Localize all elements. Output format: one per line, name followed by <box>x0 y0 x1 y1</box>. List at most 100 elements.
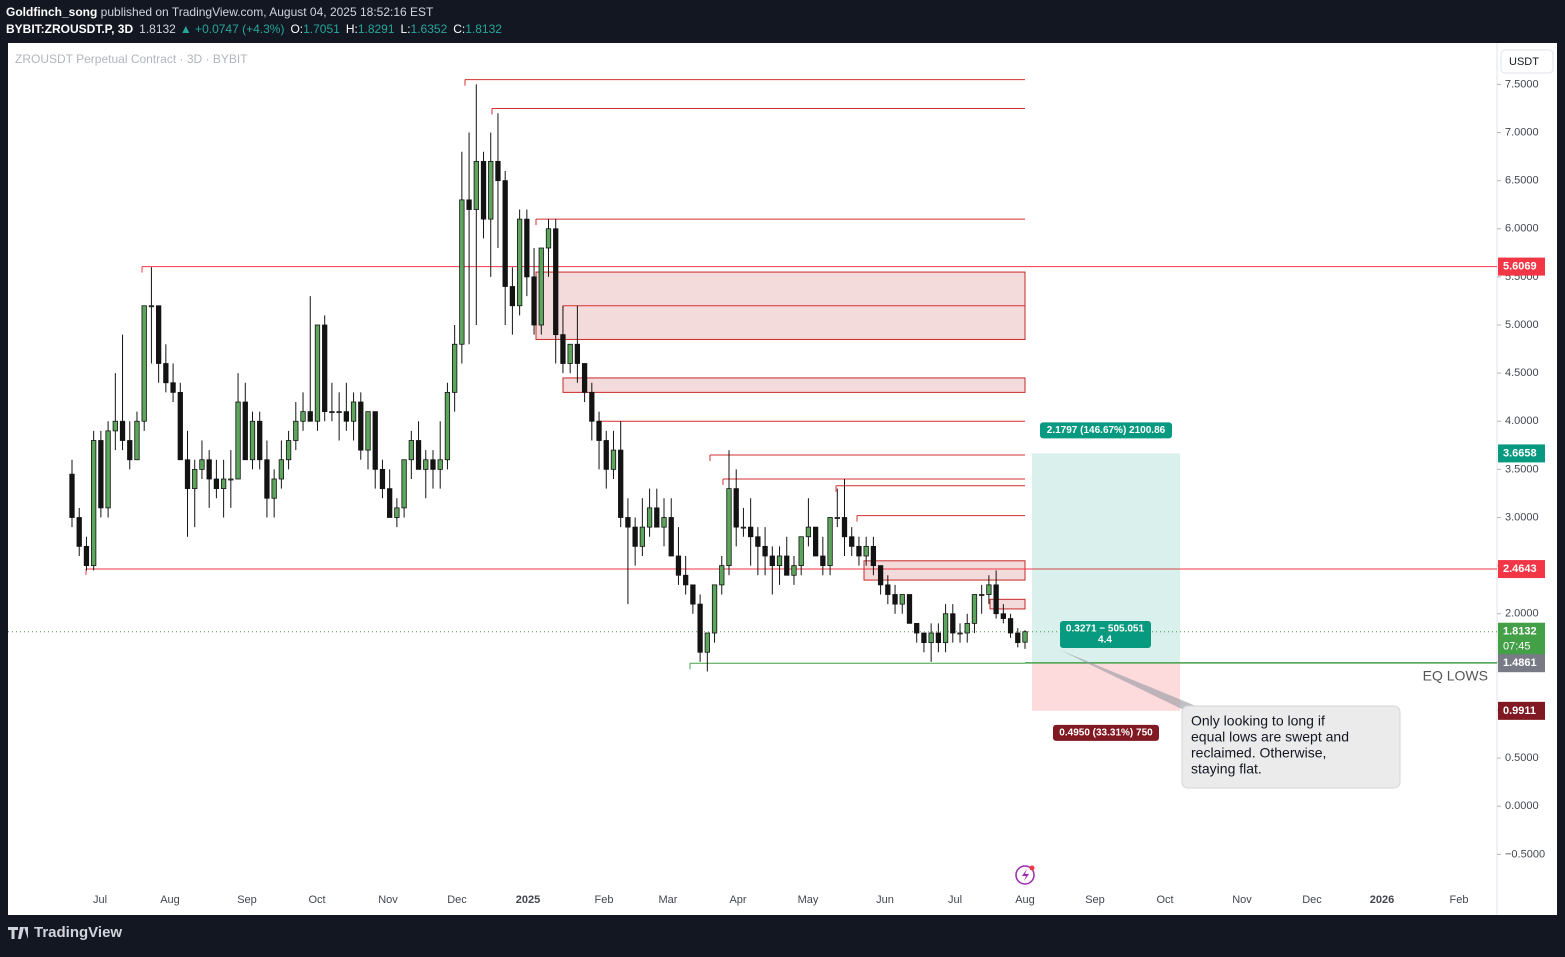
candle-body <box>798 536 804 567</box>
candle-body <box>495 160 501 182</box>
candle-body <box>805 526 812 538</box>
candle-body <box>748 526 754 538</box>
candle-body <box>199 459 205 470</box>
candle-body <box>610 449 617 470</box>
currency: USDT <box>1509 56 1539 68</box>
candle-body <box>942 613 949 644</box>
candle-body <box>733 488 739 528</box>
candle-body <box>877 565 884 586</box>
candle-body <box>935 632 942 644</box>
x-tick-label: Feb <box>595 894 614 906</box>
candle-body <box>134 420 140 461</box>
candle-body <box>1000 613 1006 619</box>
candle-body <box>618 449 624 518</box>
candle-body <box>740 526 747 529</box>
candle-body <box>437 459 443 470</box>
candle-body <box>415 440 422 470</box>
candle-body <box>545 228 552 249</box>
y-tick-label: 6.0000 <box>1505 223 1539 235</box>
candle-body <box>285 440 292 461</box>
candle-body <box>105 430 111 509</box>
ohlc-value: 1.8132 <box>465 22 502 36</box>
price-label: 5.6069 <box>1503 260 1537 272</box>
candle-body <box>141 305 147 422</box>
candle-body <box>112 420 118 432</box>
x-tick-label: Nov <box>1232 894 1252 906</box>
candle-body <box>365 411 371 451</box>
note-pointer <box>1060 650 1196 714</box>
price-label-bg <box>1498 560 1545 579</box>
note-line: Only looking to long if <box>1191 713 1325 729</box>
ohlc-value: 1.8291 <box>358 22 395 36</box>
candle-body <box>336 411 342 414</box>
candle-body <box>892 594 898 605</box>
x-tick-label: Apr <box>729 894 746 906</box>
x-tick-label: Feb <box>1450 894 1469 906</box>
candle-body <box>192 468 198 490</box>
candle-body <box>278 459 285 480</box>
candle-body <box>177 391 183 461</box>
note-line: equal lows are swept and <box>1191 729 1349 745</box>
candle-body <box>769 555 775 567</box>
candle-body <box>697 603 703 653</box>
candle-body <box>820 555 826 567</box>
candle-body <box>625 517 631 528</box>
candle-body <box>762 545 768 557</box>
entry-label: 0.3271 − 505.051 <box>1066 624 1145 635</box>
candle-body <box>119 420 126 441</box>
candle-body <box>899 594 905 605</box>
candle-body <box>928 632 934 644</box>
price-label: 1.8132 <box>1503 626 1537 638</box>
candle-body <box>488 160 494 220</box>
x-tick-label: 2025 <box>516 894 540 906</box>
candle-body <box>906 594 913 624</box>
candle-body <box>293 420 299 441</box>
candle-body <box>516 218 523 307</box>
x-tick-label: Dec <box>1302 894 1322 906</box>
note-line: reclaimed. Otherwise, <box>1191 745 1326 761</box>
candle-body <box>213 478 220 490</box>
candle-body <box>755 536 761 547</box>
y-tick-label: 0.0000 <box>1505 800 1539 812</box>
event-dot <box>1029 865 1035 871</box>
candle-body <box>307 411 313 422</box>
target-label-bg <box>1040 422 1172 439</box>
candle-body <box>257 420 263 461</box>
candle-body <box>784 555 790 576</box>
price-label: 2.4643 <box>1503 563 1537 575</box>
candle-body <box>711 584 718 634</box>
brand-logo <box>8 927 28 939</box>
candle-body <box>91 440 97 567</box>
x-tick-label: Jul <box>948 894 962 906</box>
note-line: staying flat. <box>1191 761 1262 777</box>
price: 1.8132 <box>139 22 176 36</box>
candle-body <box>596 420 602 441</box>
candle-body <box>834 517 840 519</box>
candle-body <box>459 199 465 345</box>
x-tick-label: Dec <box>447 894 467 906</box>
currency-box <box>1500 49 1554 74</box>
candle-body <box>921 632 927 644</box>
x-tick-label: Sep <box>1085 894 1105 906</box>
price-label-bg <box>1498 444 1545 463</box>
candle-body <box>639 526 645 547</box>
price-label: 3.6658 <box>1503 447 1537 459</box>
candle-body <box>220 478 227 490</box>
ohlc-value: 1.6352 <box>411 22 448 36</box>
x-tick-label: Mar <box>659 894 678 906</box>
candle-body <box>343 411 349 422</box>
ohlc-value: 1.7051 <box>303 22 340 36</box>
candle-body <box>870 545 877 567</box>
candle-body <box>993 584 999 615</box>
candle-body <box>228 478 234 481</box>
y-tick-label: 7.0000 <box>1505 126 1539 138</box>
y-tick-label: 5.0000 <box>1505 319 1539 331</box>
supply-zone <box>863 560 1026 581</box>
symbol-line: BYBIT:ZROUSDT.P, 3D 1.8132 ▲ +0.0747 (+4.3… <box>6 22 502 36</box>
candle-body <box>574 343 581 364</box>
x-tick-label: Aug <box>1015 894 1035 906</box>
candle-body <box>791 565 797 576</box>
candle-body <box>76 517 82 547</box>
candle-body <box>581 363 588 393</box>
